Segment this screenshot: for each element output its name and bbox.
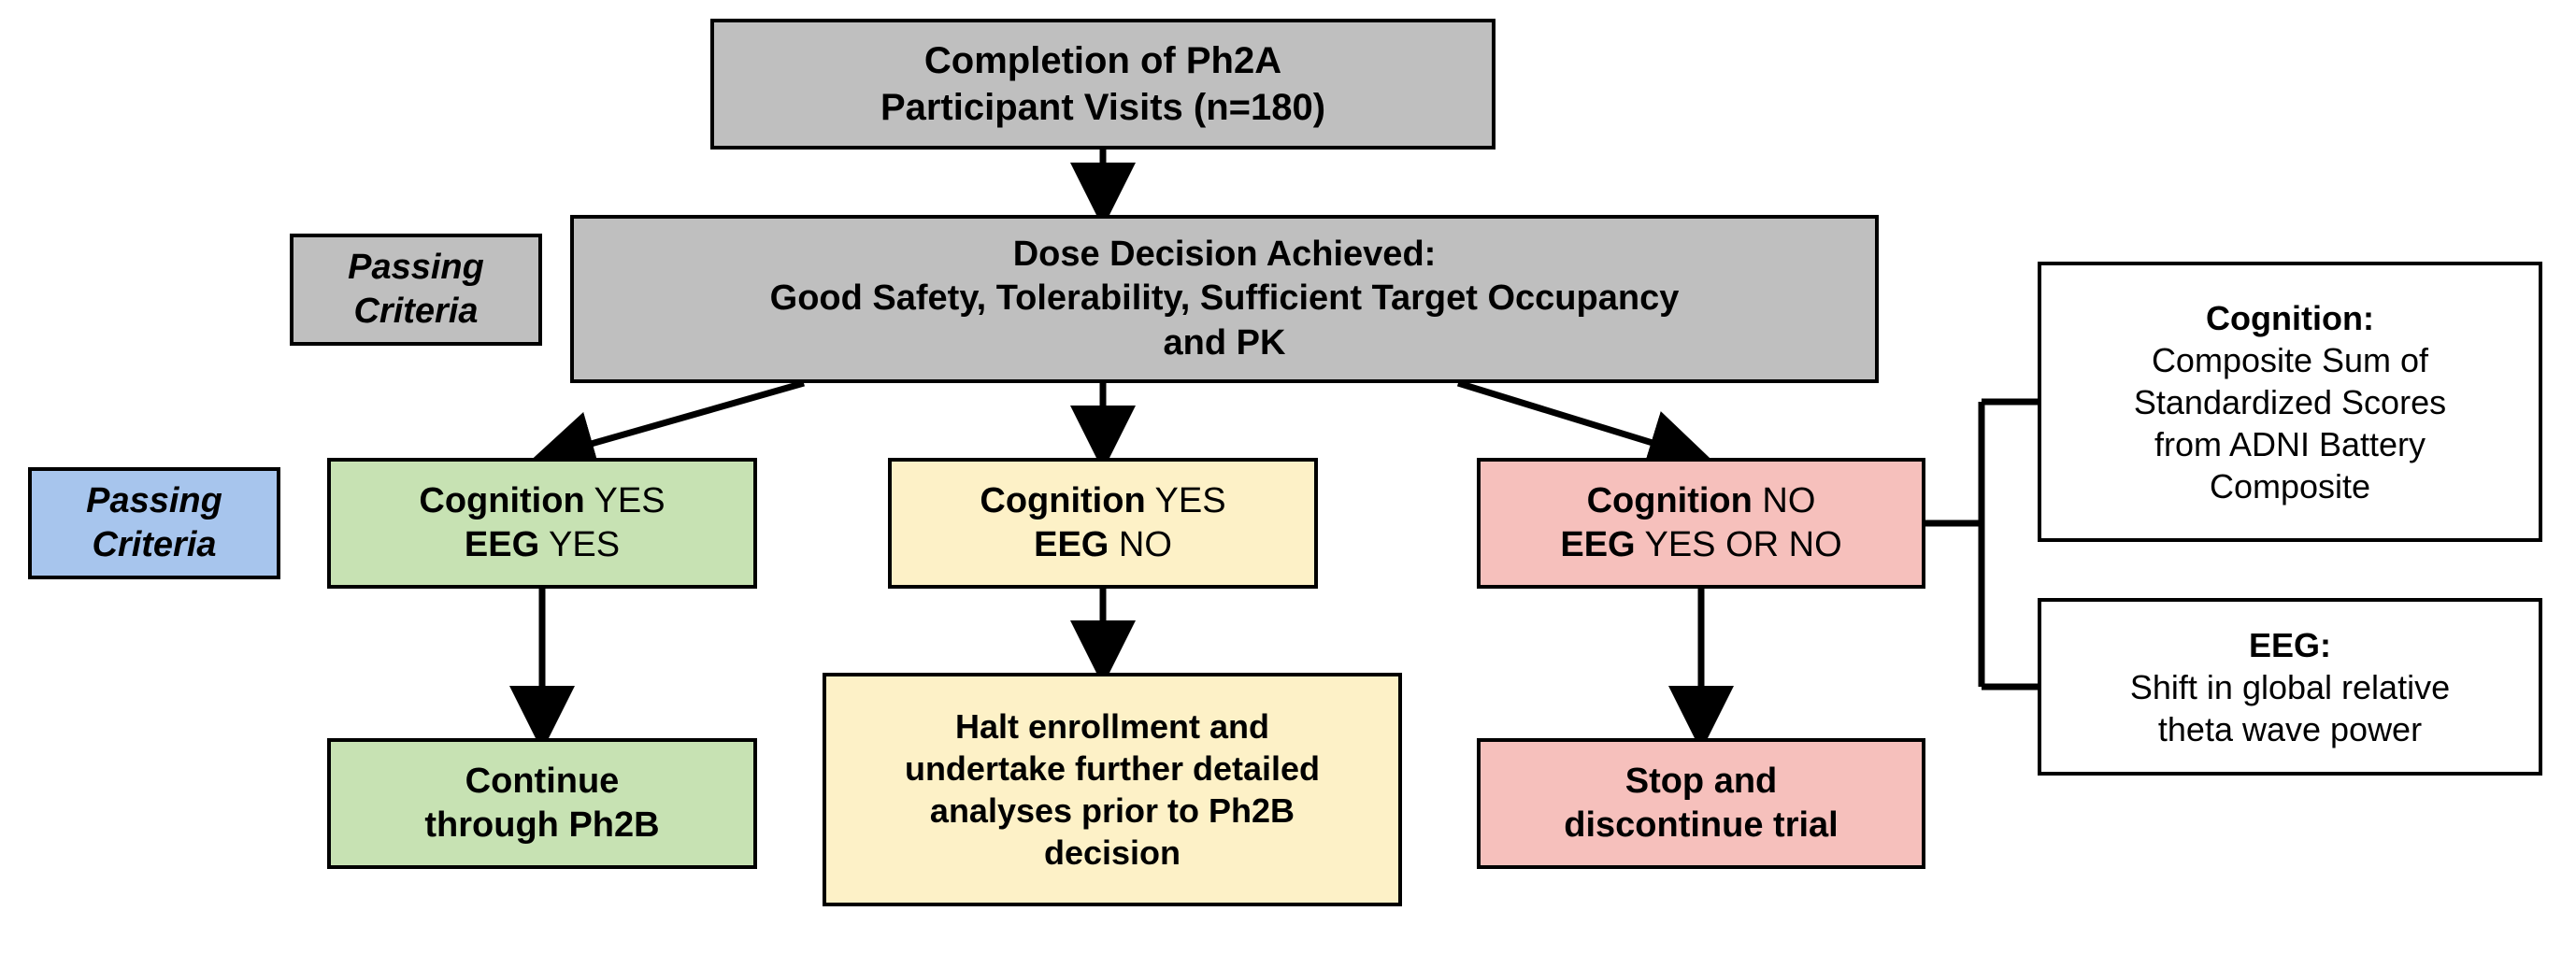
text-line: Stop and (1625, 760, 1778, 804)
text-line: Dose Decision Achieved: (1013, 233, 1437, 278)
text-line: Completion of Ph2A (924, 37, 1281, 84)
text-line: decision (1044, 832, 1181, 874)
text-line: Shift in global relative (2130, 666, 2450, 708)
node-outcome-yellow: Cognition YES EEG NO (888, 458, 1318, 589)
node-dose-decision: Dose Decision Achieved: Good Safety, Tol… (570, 215, 1879, 383)
definition-cognition: Cognition: Composite Sum of Standardized… (2038, 262, 2542, 542)
text-line: EEG YES (465, 523, 620, 568)
label-passing-criteria-blue: Passing Criteria (28, 467, 280, 579)
text-line: Continue (465, 760, 620, 804)
text-line: Composite (2210, 465, 2370, 507)
text-line: from ADNI Battery (2154, 423, 2426, 465)
text-line: discontinue trial (1564, 804, 1838, 848)
text-line: EEG NO (1034, 523, 1172, 568)
text-line: EEG YES OR NO (1560, 523, 1841, 568)
text-line: through Ph2B (424, 804, 659, 848)
text-line: Composite Sum of (2152, 339, 2428, 381)
node-outcome-pink: Cognition NO EEG YES OR NO (1477, 458, 1925, 589)
node-action-halt: Halt enrollment and undertake further de… (823, 673, 1402, 906)
text-line: Cognition YES (419, 479, 665, 524)
text-line: undertake further detailed (905, 748, 1320, 790)
text-line: Passing (348, 246, 484, 291)
text-line: Good Safety, Tolerability, Sufficient Ta… (770, 277, 1680, 321)
text-line: Criteria (353, 290, 478, 335)
node-completion-ph2a: Completion of Ph2A Participant Visits (n… (710, 19, 1496, 150)
text-line: Passing (86, 479, 222, 524)
text-line: Cognition NO (1587, 479, 1816, 524)
text-line: Standardized Scores (2134, 381, 2446, 423)
text-line: Halt enrollment and (955, 705, 1269, 748)
node-action-stop: Stop and discontinue trial (1477, 738, 1925, 869)
text-line: analyses prior to Ph2B (930, 790, 1295, 832)
text-line: and PK (1164, 321, 1286, 366)
text-line: theta wave power (2158, 708, 2422, 750)
label-passing-criteria-gray: Passing Criteria (290, 234, 542, 346)
node-outcome-green: Cognition YES EEG YES (327, 458, 757, 589)
text-line: EEG: (2249, 624, 2331, 666)
text-line: Cognition YES (980, 479, 1225, 524)
text-line: Participant Visits (n=180) (880, 84, 1325, 131)
node-action-continue: Continue through Ph2B (327, 738, 757, 869)
text-line: Cognition: (2206, 297, 2374, 339)
definition-eeg: EEG: Shift in global relative theta wave… (2038, 598, 2542, 776)
text-line: Criteria (92, 523, 216, 568)
